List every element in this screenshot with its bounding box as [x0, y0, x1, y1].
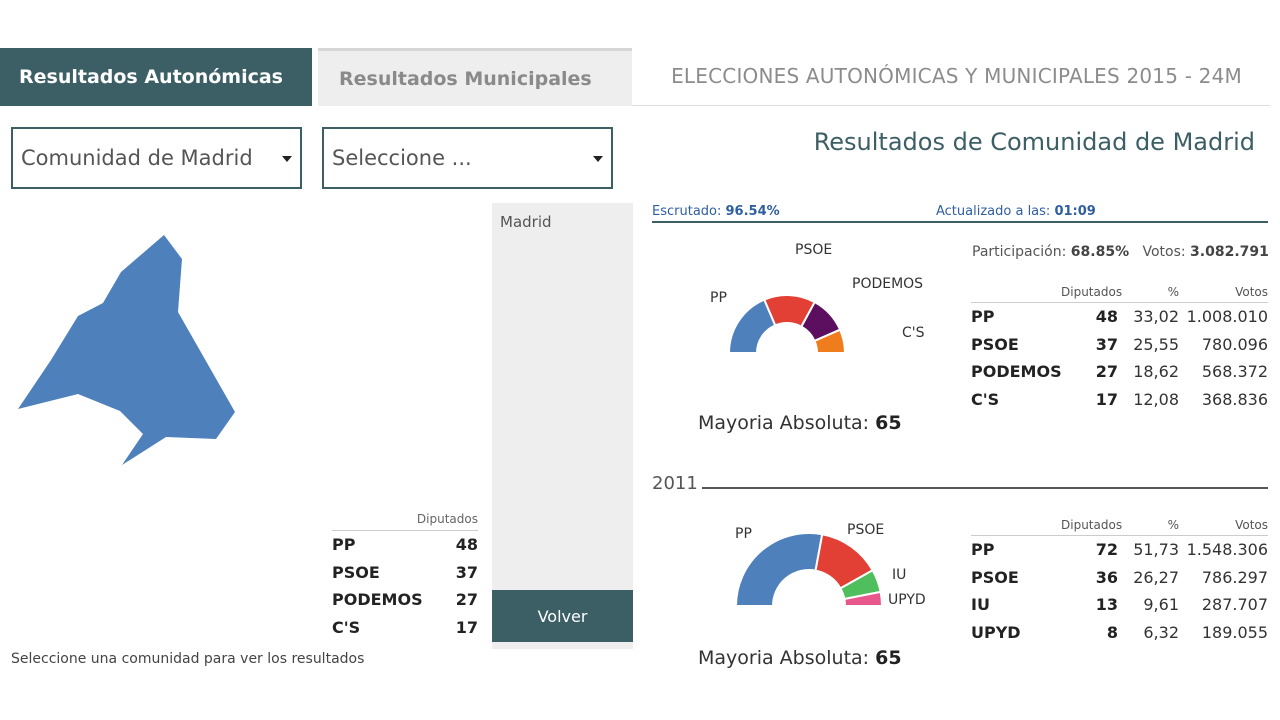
year-2011-divider [702, 487, 1268, 489]
table-row: PSOE 37 [332, 559, 478, 587]
region-map[interactable] [16, 232, 238, 468]
table-row: PODEMOS 27 [332, 586, 478, 614]
volver-button[interactable]: Volver [492, 590, 633, 642]
table-row: PP 72 51,73 1.548.306 [971, 540, 1268, 560]
hemicycle-2011-segment-upyd [843, 590, 884, 607]
status-bar: Escrutado: 96.54% Actualizado a las: 01:… [652, 204, 1268, 223]
region-madrid-shape[interactable] [18, 235, 235, 465]
tab-resultados-autonomicas[interactable]: Resultados Autonómicas [0, 48, 312, 106]
seat-distribution-chart-2011: PP PSOE IU UPYD [734, 522, 926, 608]
seat-distribution-chart-2015: PP PSOE PODEMOS C'S [710, 242, 925, 354]
hemicycle-2015-label-pp: PP [710, 290, 727, 306]
table-header: Diputados % Votos [971, 514, 1268, 536]
tab-resultados-municipales[interactable]: Resultados Municipales [318, 48, 632, 106]
table-row: PODEMOS 27 18,62 568.372 [971, 362, 1268, 382]
mayoria-absoluta-2015: Mayoria Absoluta: 65 [698, 412, 902, 434]
election-title: ELECCIONES AUTONÓMICAS Y MUNICIPALES 201… [671, 64, 1242, 88]
municipality-select[interactable]: Seleccione ... [322, 127, 613, 189]
party-name: C'S [332, 617, 361, 637]
table-row: IU 13 9,61 287.707 [971, 595, 1268, 615]
results-table-2011: Diputados % Votos PP 72 51,73 1.548.306 PSO… [971, 514, 1268, 646]
hemicycle-2011-label-iu: IU [892, 567, 906, 583]
chevron-down-icon [282, 156, 292, 162]
year-2011-label: 2011 [652, 473, 698, 494]
seats-summary-table: Diputados PP 48 PSOE 37 PODEMOS 27 C'S 17 [332, 512, 478, 641]
party-seats: 17 [455, 617, 478, 637]
community-select-value: Comunidad de Madrid [21, 146, 253, 170]
party-seats: 37 [455, 562, 478, 582]
table-row: PP 48 33,02 1.008.010 [971, 307, 1268, 327]
table-row: C'S 17 [332, 614, 478, 642]
actualizado-info: Actualizado a las: 01:09 [936, 204, 1096, 219]
results-table-2015: Diputados % Votos PP 48 33,02 1.008.010 PSO… [971, 281, 1268, 413]
hemicycle-2011-segment-pp [734, 532, 824, 607]
party-name: PSOE [332, 562, 380, 582]
hemicycle-2015-segment-cs [813, 328, 847, 354]
party-name: PP [332, 535, 356, 555]
party-seats: 48 [455, 535, 478, 555]
hemicycle-2011-label-psoe: PSOE [847, 522, 884, 538]
hemicycle-2015-label-psoe: PSOE [795, 242, 832, 258]
hemicycle-2015-label-podemos: PODEMOS [852, 276, 923, 292]
page-title: Resultados de Comunidad de Madrid [813, 128, 1255, 156]
party-name: PODEMOS [332, 590, 423, 610]
seats-summary-header: Diputados [332, 512, 478, 531]
header-divider [632, 105, 1270, 106]
hemicycle-2011-label-pp: PP [735, 526, 752, 542]
escrutado-info: Escrutado: 96.54% [652, 204, 780, 219]
table-row: UPYD 8 6,32 189.055 [971, 622, 1268, 642]
table-row: PSOE 36 26,27 786.297 [971, 567, 1268, 587]
party-seats: 27 [455, 590, 478, 610]
table-row: C'S 17 12,08 368.836 [971, 389, 1268, 409]
municipality-select-value: Seleccione ... [332, 146, 472, 170]
list-item-madrid[interactable]: Madrid [500, 213, 552, 231]
mayoria-absoluta-2011: Mayoria Absoluta: 65 [698, 647, 902, 669]
hint-text: Seleccione una comunidad para ver los re… [11, 651, 365, 667]
table-row: PP 48 [332, 531, 478, 559]
hemicycle-2011-label-upyd: UPYD [888, 592, 926, 608]
chevron-down-icon [593, 156, 603, 162]
participation-info: Participación: 68.85% Votos: 3.082.791 [972, 244, 1269, 260]
community-select[interactable]: Comunidad de Madrid [11, 127, 302, 189]
hemicycle-2015-label-cs: C'S [902, 325, 925, 341]
table-header: Diputados % Votos [971, 281, 1268, 303]
municipality-list: Madrid [492, 203, 633, 649]
table-row: PSOE 37 25,55 780.096 [971, 334, 1268, 354]
